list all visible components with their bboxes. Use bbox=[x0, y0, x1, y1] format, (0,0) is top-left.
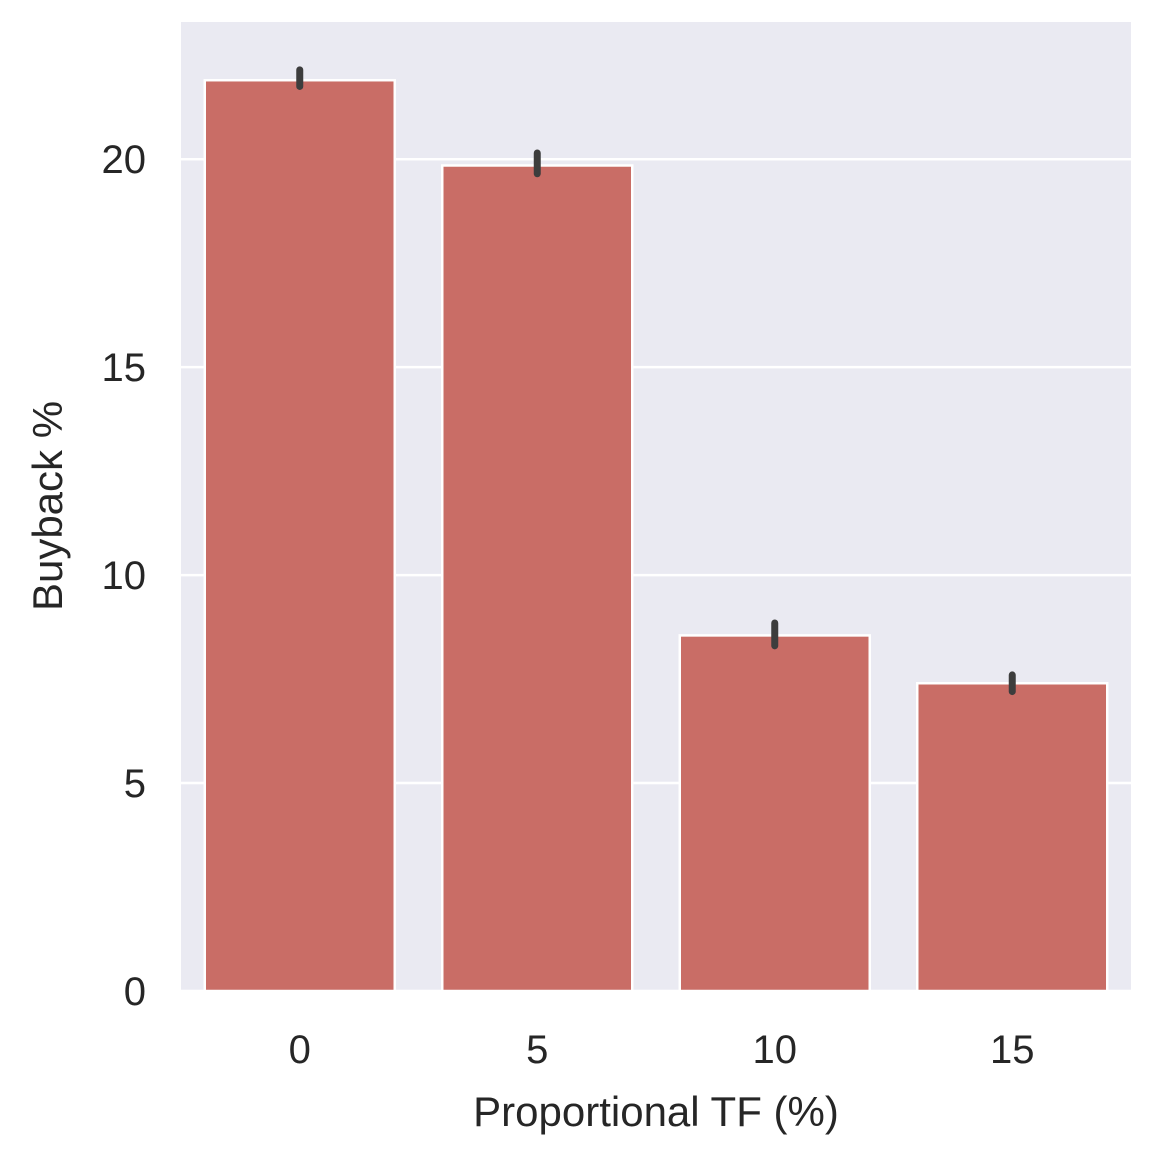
x-tick-label-10: 10 bbox=[753, 1028, 798, 1072]
y-tick-label-15: 15 bbox=[102, 346, 147, 390]
x-axis-label: Proportional TF (%) bbox=[473, 1088, 839, 1135]
error-bars bbox=[296, 66, 1016, 696]
y-tick-label-5: 5 bbox=[124, 762, 146, 806]
bar-0 bbox=[203, 78, 396, 993]
y-tick-label-0: 0 bbox=[124, 970, 146, 1014]
bar-15 bbox=[916, 681, 1109, 993]
x-tick-label-15: 15 bbox=[990, 1028, 1035, 1072]
x-tick-label-5: 5 bbox=[526, 1028, 548, 1072]
bar-5 bbox=[441, 164, 634, 993]
y-axis-label: Buyback % bbox=[24, 401, 71, 611]
y-tick-label-20: 20 bbox=[102, 138, 147, 182]
bar-10 bbox=[678, 634, 871, 993]
bars bbox=[203, 78, 1109, 993]
y-tick-label-10: 10 bbox=[102, 554, 147, 598]
x-tick-labels: 0 5 10 15 bbox=[289, 1028, 1035, 1072]
x-tick-label-0: 0 bbox=[289, 1028, 311, 1072]
y-tick-labels: 0 5 10 15 20 bbox=[102, 138, 147, 1014]
